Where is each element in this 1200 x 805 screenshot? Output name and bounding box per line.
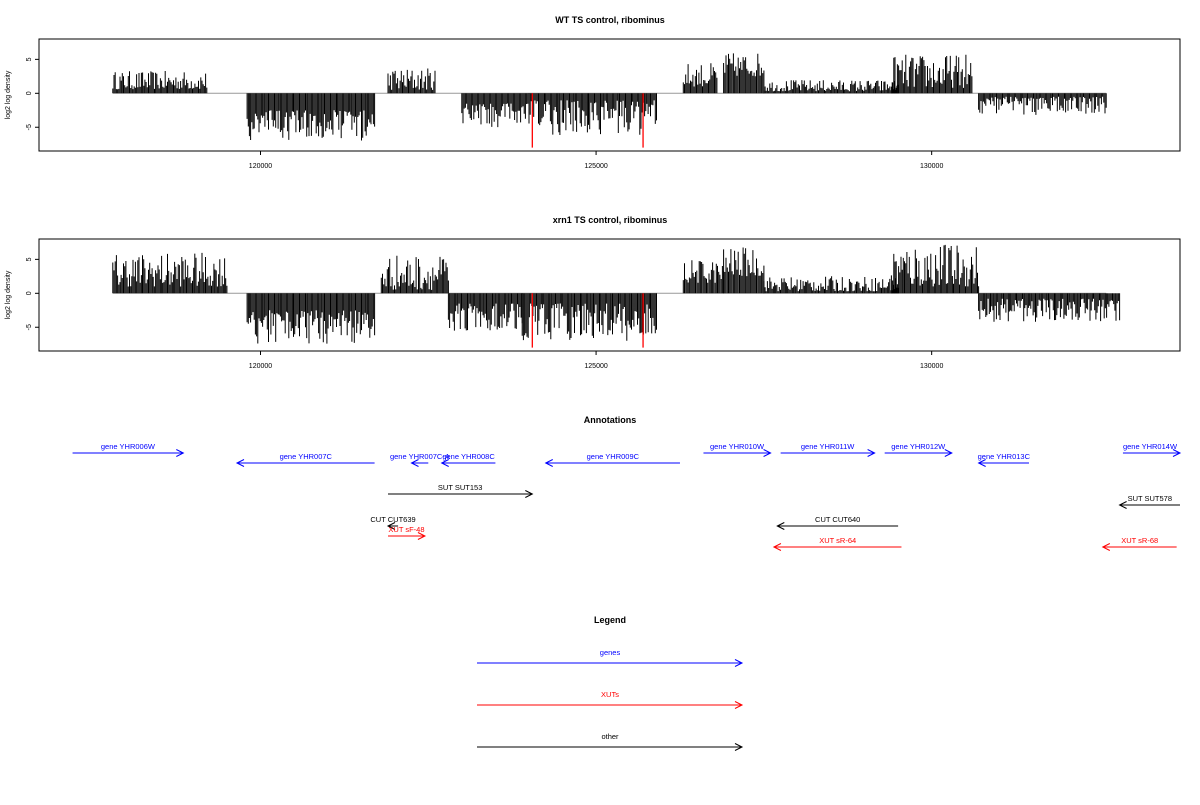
bar-segment: [521, 293, 657, 341]
legend-label: other: [601, 732, 619, 741]
annotation-label: gene YHR012W: [891, 442, 946, 451]
arrow-head: [734, 659, 744, 667]
annotation-label: gene YHR007C-A: [390, 452, 450, 461]
bar-segment: [447, 293, 523, 331]
panel-title: WT TS control, ribominus: [555, 15, 665, 25]
legend-title: Legend: [594, 615, 626, 625]
arrow-head: [386, 522, 396, 530]
legend-label: genes: [600, 648, 621, 657]
arrow-head: [410, 459, 419, 467]
arrow-head: [763, 449, 772, 457]
annotations-section: Annotations gene YHR006W gene YHR007C gene…: [72, 415, 1182, 551]
x-tick-label: 120000: [249, 363, 272, 370]
bar-segment: [682, 63, 718, 94]
bar-segment: [763, 80, 899, 94]
arrow-head: [1101, 543, 1111, 551]
annotation-label: gene YHR011W: [801, 442, 855, 451]
legend-section: Legend genes XUTs other: [477, 615, 744, 751]
arrow-head: [776, 522, 785, 530]
arrow-head: [235, 459, 245, 467]
y-axis-label: log2 log density: [5, 70, 12, 119]
annotation-label: SUT SUT578: [1128, 494, 1172, 503]
bar-series: [112, 53, 1107, 141]
red-markers: [531, 93, 644, 148]
annotation-label: gene YHR007C: [280, 452, 333, 461]
legend-label: XUTs: [601, 690, 619, 699]
bar-segment: [763, 276, 899, 294]
y-tick-label: 5: [26, 257, 33, 261]
arrow-head: [734, 743, 744, 751]
arrow-head: [440, 459, 449, 467]
bar-segment: [387, 68, 436, 94]
bar-segment: [528, 93, 657, 135]
x-tick-label: 125000: [584, 163, 607, 170]
bar-segment: [112, 252, 228, 294]
annotation-label: gene YHR010W: [710, 442, 765, 451]
bar-segment: [380, 255, 449, 294]
annotation-label: XUT sR-68: [1121, 536, 1158, 545]
panel-xrn1: xrn1 TS control, ribominus log2 log dens…: [5, 215, 1181, 370]
x-tick-label: 120000: [249, 163, 272, 170]
x-axis-ticks: 120000 125000 130000: [249, 151, 943, 170]
bar-segment: [978, 293, 1121, 322]
bar-segment: [978, 93, 1107, 115]
y-tick-label: 0: [26, 291, 33, 295]
bar-segment: [890, 54, 973, 94]
bar-segment: [112, 71, 208, 94]
annotation-label: gene YHR009C: [587, 452, 640, 461]
bar-series: [112, 244, 1121, 344]
arrow-head: [867, 449, 876, 457]
annotation-label: XUT sR-64: [819, 536, 856, 545]
y-tick-label: -5: [26, 324, 33, 330]
x-axis-ticks: 120000 125000 130000: [249, 351, 943, 370]
annotation-label: gene YHR006W: [101, 442, 156, 451]
y-axis-label: log2 log density: [5, 270, 12, 319]
annotation-label: CUT CUT640: [815, 515, 860, 524]
arrow-head: [944, 449, 953, 457]
plot-frame: [38, 238, 1181, 352]
x-tick-label: 130000: [920, 363, 943, 370]
plot-frame: [38, 38, 1181, 152]
legend-items: genes XUTs other: [477, 648, 744, 751]
arrow-head: [1172, 449, 1182, 457]
x-tick-label: 125000: [584, 363, 607, 370]
bar-segment: [461, 93, 530, 128]
y-axis-ticks: -5 0 5: [26, 257, 39, 330]
arrow-head: [772, 543, 782, 551]
bar-segment: [246, 293, 376, 344]
panel-title: xrn1 TS control, ribominus: [553, 215, 668, 225]
annotation-label: gene YHR014W: [1123, 442, 1178, 451]
arrow-head: [176, 449, 185, 457]
red-markers: [531, 293, 644, 348]
panel-wt: WT TS control, ribominus log2 log densit…: [5, 15, 1181, 170]
y-tick-label: -5: [26, 124, 33, 130]
annotation-label: SUT SUT153: [438, 483, 482, 492]
x-tick-label: 130000: [920, 163, 943, 170]
y-axis-ticks: -5 0 5: [26, 57, 39, 130]
y-tick-label: 0: [26, 91, 33, 95]
annotation-label: XUT sF-48: [388, 525, 424, 534]
annotation-label: gene YHR013C: [978, 452, 1031, 461]
bar-segment: [723, 53, 765, 94]
annotation-label: gene YHR008C: [442, 452, 495, 461]
bar-segment: [890, 244, 980, 294]
bar-segment: [682, 260, 725, 294]
arrow-head: [1118, 501, 1127, 509]
arrow-head: [977, 459, 986, 467]
y-tick-label: 5: [26, 57, 33, 61]
bar-segment: [723, 247, 765, 294]
arrow-head: [525, 490, 534, 498]
annotation-label: CUT CUT639: [370, 515, 415, 524]
arrow-head: [734, 701, 744, 709]
arrow-head: [544, 459, 553, 467]
annotations-title: Annotations: [584, 415, 637, 425]
bar-segment: [246, 93, 376, 141]
arrow-head: [417, 532, 427, 540]
